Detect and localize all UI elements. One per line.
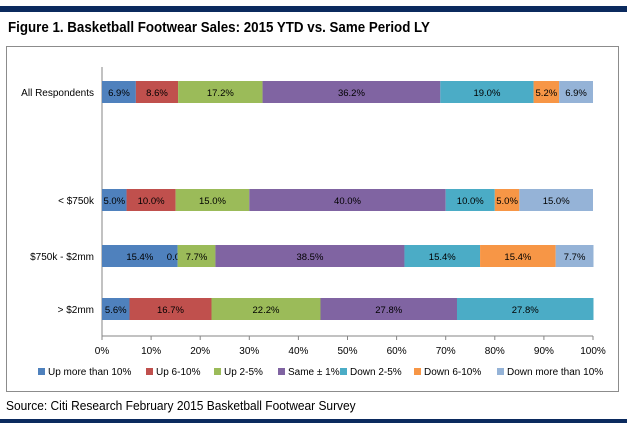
- x-tick-label: 0%: [95, 346, 110, 357]
- x-tick-label: 50%: [337, 346, 357, 357]
- bar-segment: [102, 189, 127, 211]
- data-label: 15.0%: [199, 196, 226, 207]
- x-tick-label: 90%: [534, 346, 554, 357]
- bar-segment: [249, 189, 446, 211]
- bar-segment: [135, 81, 179, 103]
- data-label: 5.0%: [496, 196, 518, 207]
- category-label: All Respondents: [21, 88, 94, 99]
- legend-swatch: [38, 368, 45, 375]
- data-label: 7.7%: [186, 252, 208, 263]
- legend-label: Same ± 1%: [288, 367, 340, 378]
- x-tick-label: 100%: [580, 346, 606, 357]
- data-label: 15.4%: [504, 252, 531, 263]
- data-label: 15.0%: [543, 196, 570, 207]
- bar-segment: [262, 81, 441, 103]
- data-label: 8.6%: [146, 88, 168, 99]
- data-label: 6.9%: [565, 88, 587, 99]
- bar-segment: [102, 81, 136, 103]
- bar-segment: [440, 81, 534, 103]
- category-label: > $2mm: [58, 305, 94, 316]
- data-label: 27.8%: [512, 305, 539, 316]
- stacked-bar-chart: 0% 10% 20% 30% 40% 50% 60% 70% 80% 90% 100% All Res…: [21, 67, 606, 378]
- data-label: 10.0%: [457, 196, 484, 207]
- data-label: 16.7%: [157, 305, 184, 316]
- bar-segment: [480, 245, 556, 267]
- category-label: < $750k: [58, 196, 95, 207]
- data-label: 27.8%: [375, 305, 402, 316]
- bar-segment: [178, 81, 263, 103]
- data-label: 5.0%: [103, 196, 125, 207]
- legend-swatch: [414, 368, 421, 375]
- data-label: 17.2%: [207, 88, 234, 99]
- bar-segment: [519, 189, 593, 211]
- bar-segment: [320, 298, 457, 320]
- bar-segment: [102, 245, 178, 267]
- legend-swatch: [497, 368, 504, 375]
- bar-segment: [211, 298, 321, 320]
- legend-label: Down 2-5%: [350, 367, 402, 378]
- x-tick-label: 10%: [141, 346, 161, 357]
- bar-segment: [494, 189, 520, 211]
- data-label: 19.0%: [473, 88, 500, 99]
- x-tick-label: 70%: [436, 346, 456, 357]
- figure-title: Figure 1. Basketball Footwear Sales: 201…: [8, 20, 430, 36]
- data-label: 10.0%: [138, 196, 165, 207]
- data-label: 6.9%: [108, 88, 130, 99]
- legend-swatch: [214, 368, 221, 375]
- data-label: 5.2%: [536, 88, 558, 99]
- legend-label: Up more than 10%: [48, 367, 131, 378]
- data-label: 40.0%: [334, 196, 361, 207]
- bar-segment: [129, 298, 212, 320]
- chart-frame: 0% 10% 20% 30% 40% 50% 60% 70% 80% 90% 100% All Res…: [6, 46, 619, 392]
- bar-segment: [445, 189, 495, 211]
- data-label: 36.2%: [338, 88, 365, 99]
- legend-label: Up 6-10%: [156, 367, 201, 378]
- data-label: 15.4%: [429, 252, 456, 263]
- data-label: 5.6%: [105, 305, 127, 316]
- category-label: $750k - $2mm: [30, 252, 94, 263]
- legend-swatch: [278, 368, 285, 375]
- data-label: 38.5%: [296, 252, 323, 263]
- x-tick-label: 30%: [239, 346, 259, 357]
- data-label: 22.2%: [253, 305, 280, 316]
- top-rule: [0, 6, 627, 12]
- bar-segment: [215, 245, 405, 267]
- data-label: 7.7%: [564, 252, 586, 263]
- bar-segment: [175, 189, 250, 211]
- legend-label: Up 2-5%: [224, 367, 263, 378]
- x-tick-label: 20%: [190, 346, 210, 357]
- bar-segment: [559, 81, 593, 103]
- legend-label: Down 6-10%: [424, 367, 481, 378]
- legend-label: Down more than 10%: [507, 367, 603, 378]
- bottom-rule: [0, 419, 627, 423]
- bar-segment: [404, 245, 481, 267]
- legend-swatch: [340, 368, 347, 375]
- x-tick-label: 40%: [288, 346, 308, 357]
- bar-segment: [533, 81, 560, 103]
- bar-segment: [126, 189, 176, 211]
- bar-segment: [456, 298, 594, 320]
- legend-swatch: [146, 368, 153, 375]
- x-tick-label: 80%: [485, 346, 505, 357]
- source-note: Source: Citi Research February 2015 Bask…: [6, 398, 356, 413]
- bar-segment: [555, 245, 594, 267]
- x-tick-label: 60%: [387, 346, 407, 357]
- bar-segment: [177, 245, 216, 267]
- bar-segment: [102, 298, 130, 320]
- data-label: 15.4%: [126, 252, 153, 263]
